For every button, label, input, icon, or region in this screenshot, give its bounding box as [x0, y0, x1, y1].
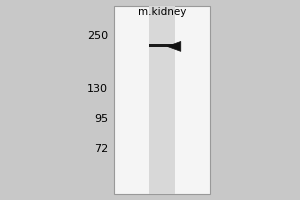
Text: m.kidney: m.kidney [138, 7, 186, 17]
Bar [114, 6, 210, 194]
Text: 250: 250 [87, 31, 108, 41]
Bar [148, 44, 176, 47]
Bar [148, 6, 176, 194]
Polygon shape [167, 41, 181, 51]
Text: 95: 95 [94, 114, 108, 124]
Text: 72: 72 [94, 144, 108, 154]
Text: 130: 130 [87, 84, 108, 94]
